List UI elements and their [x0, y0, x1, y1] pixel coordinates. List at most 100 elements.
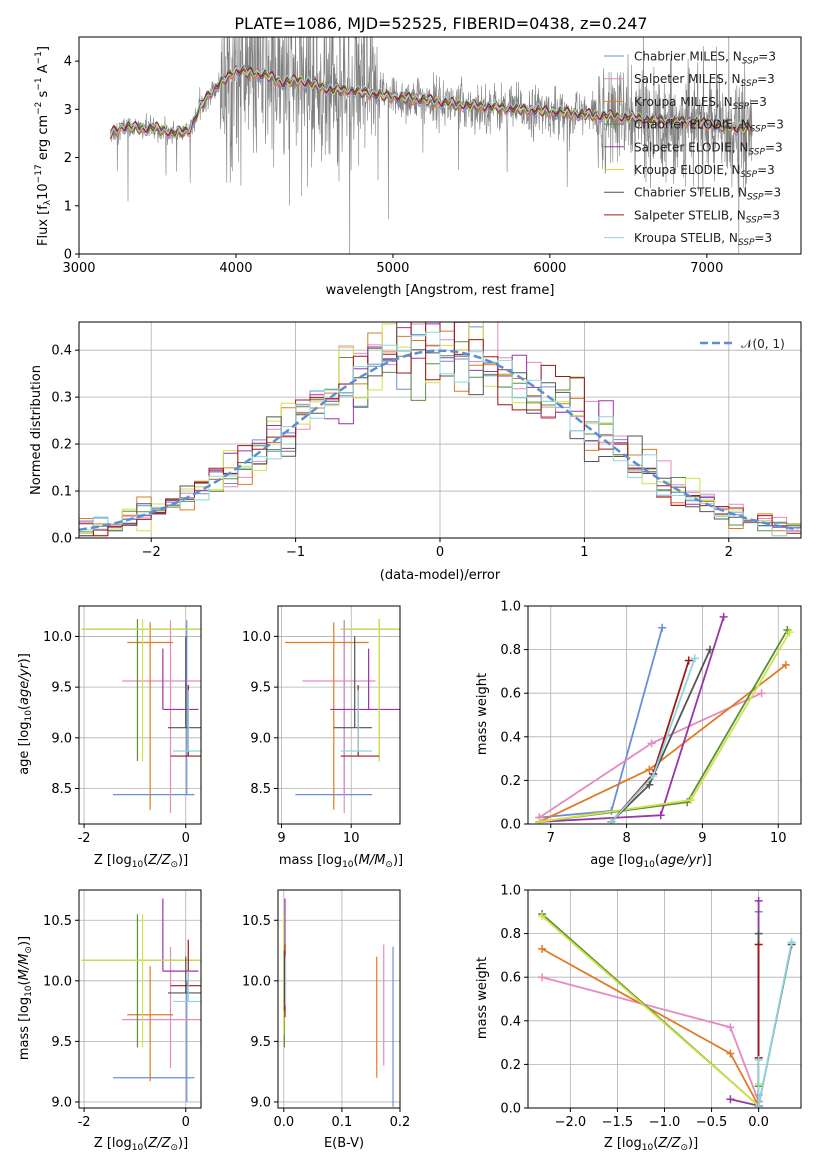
weight-marker — [538, 912, 547, 921]
weight-marker — [535, 817, 544, 824]
y-tick-label: 0.0 — [500, 1102, 521, 1117]
p6-xlabel: Z [log10(Z/Z⊙)] — [94, 1136, 188, 1153]
errorbar-kroupa-elodie — [340, 619, 400, 762]
errorbar-kroupa-miles — [284, 622, 369, 810]
weight-series-kroupa-stelib — [754, 938, 796, 1108]
y-tick-label: 8.5 — [51, 782, 72, 797]
x-tick-label: −1.0 — [649, 1115, 681, 1130]
y-tick-label: 2 — [64, 151, 72, 166]
residual-xlabel: (data-model)/error — [380, 568, 501, 583]
x-tick-label: 2 — [725, 545, 733, 560]
observed-spectrum — [110, 37, 753, 254]
x-tick-label: -2 — [78, 1115, 91, 1130]
x-tick-label: 4000 — [219, 261, 252, 276]
legend-entry-chabrier-stelib: Chabrier STELIB, NSSP=3 — [634, 186, 781, 203]
legend-entry-chabrier-miles: Chabrier MILES, NSSP=3 — [634, 50, 776, 67]
legend-entry-kroupa-stelib: Kroupa STELIB, NSSP=3 — [634, 231, 772, 248]
x-tick-label: 10 — [343, 831, 360, 846]
p7-xlabel: E(B-V) — [324, 1136, 364, 1151]
y-tick-label: 8.5 — [250, 782, 271, 797]
x-tick-label: 5000 — [376, 261, 409, 276]
y-tick-label: 0.4 — [500, 730, 521, 745]
x-tick-label: 3000 — [62, 261, 95, 276]
errorbar-salpeter-elodie — [330, 648, 400, 711]
mass-vs-metallicity-panel: -2 0 9.0 9.5 10.0 10.5 — [43, 889, 202, 1130]
y-tick-label: 0.0 — [500, 818, 521, 833]
weight-marker — [645, 780, 654, 789]
errorbar-salpeter-stelib — [340, 685, 380, 757]
weight-marker — [726, 1095, 735, 1104]
weight-marker — [658, 623, 667, 632]
x-tick-label: 0.0 — [748, 1115, 769, 1130]
plot-area — [81, 619, 201, 813]
y-tick-label: 1 — [64, 199, 72, 214]
x-tick-label: −0.5 — [696, 1115, 728, 1130]
y-tick-label: 0.2 — [500, 1058, 521, 1073]
plot-area — [535, 612, 794, 824]
weight-marker — [754, 1056, 763, 1065]
x-tick-label: 6000 — [533, 261, 566, 276]
age-vs-metallicity-panel: -2 0 8.5 9.0 9.5 10.0 — [43, 605, 202, 846]
errorbar-salpeter-elodie — [162, 898, 199, 972]
axes-frame — [277, 889, 401, 1109]
x-tick-label: 9 — [277, 831, 285, 846]
weight-marker — [785, 628, 794, 637]
y-tick-label: 9.5 — [51, 1035, 72, 1050]
y-tick-label: 9.0 — [51, 1095, 72, 1110]
errorbar-salpeter-miles — [302, 620, 376, 813]
p8-xlabel: Z [log10(Z/Z⊙)] — [604, 1136, 698, 1153]
y-tick-label: 0 — [64, 248, 72, 263]
weight-marker — [690, 654, 699, 663]
y-tick-label: 9.5 — [250, 1035, 271, 1050]
weight-marker — [787, 938, 796, 947]
weight-marker — [687, 796, 696, 805]
x-tick-label: 0 — [436, 545, 444, 560]
weight-marker — [754, 1101, 763, 1108]
errorbar-chabrier-stelib — [167, 636, 201, 729]
residual-ylabel: Normed distribution — [29, 365, 44, 495]
axes-frame — [78, 605, 202, 825]
y-tick-label: 10.0 — [43, 630, 72, 645]
y-tick-label: 1.0 — [500, 600, 521, 615]
x-tick-label: −2.0 — [555, 1115, 587, 1130]
x-tick-label: 8 — [622, 831, 630, 846]
plot-area — [109, 37, 753, 254]
y-tick-label: 0.3 — [51, 391, 72, 406]
weight-series-salpeter-miles — [538, 973, 763, 1106]
errorbar-kroupa-miles — [127, 622, 174, 810]
x-tick-label: -2 — [78, 831, 91, 846]
errorbar-salpeter-miles — [122, 946, 201, 1069]
mass-vs-ebv-panel: 0.0 0.1 0.2 9.0 9.5 10.0 10.5 — [242, 889, 411, 1130]
x-tick-label: 10 — [770, 831, 787, 846]
age-vs-mass-panel: 9 10 8.5 9.0 9.5 10.0 — [242, 605, 401, 846]
model-spectrum-kroupa-stelib — [110, 63, 753, 135]
x-tick-label: −1.5 — [602, 1115, 634, 1130]
axes-frame — [78, 36, 802, 255]
weight-marker — [607, 817, 616, 824]
errorbar-salpeter-elodie — [162, 648, 199, 711]
errorbar-kroupa-stelib — [173, 690, 201, 752]
weight-marker — [754, 940, 763, 949]
weight-marker — [538, 944, 547, 953]
x-tick-label: 0 — [182, 1115, 190, 1130]
x-tick-label: −2 — [142, 545, 161, 560]
spectrum-panel: 3000 4000 5000 6000 7000 0 1 2 3 4 wavelength [An… — [34, 36, 802, 298]
weight-marker — [726, 1049, 735, 1058]
y-tick-label: 0.4 — [500, 1014, 521, 1029]
p4-xlabel: mass [log10(M/M⊙)] — [279, 853, 403, 870]
x-tick-label: 0.0 — [273, 1115, 294, 1130]
weight-marker — [726, 1023, 735, 1032]
x-tick-label: 0 — [182, 831, 190, 846]
y-tick-label: 9.0 — [250, 1095, 271, 1110]
errorbar-kroupa-stelib — [340, 690, 373, 752]
weight-marker — [754, 896, 763, 905]
y-tick-label: 9.5 — [51, 681, 72, 696]
weight-marker — [656, 811, 665, 820]
x-tick-label: 0.2 — [390, 1115, 411, 1130]
x-tick-label: 7000 — [690, 261, 723, 276]
y-tick-label: 0.8 — [500, 643, 521, 658]
weight-marker — [706, 645, 714, 654]
p3-ylabel: age [log10(age/yr)] — [17, 653, 34, 775]
x-tick-label: 9 — [698, 831, 706, 846]
spectrum-xlabel: wavelength [Angstrom, rest frame] — [326, 283, 555, 298]
